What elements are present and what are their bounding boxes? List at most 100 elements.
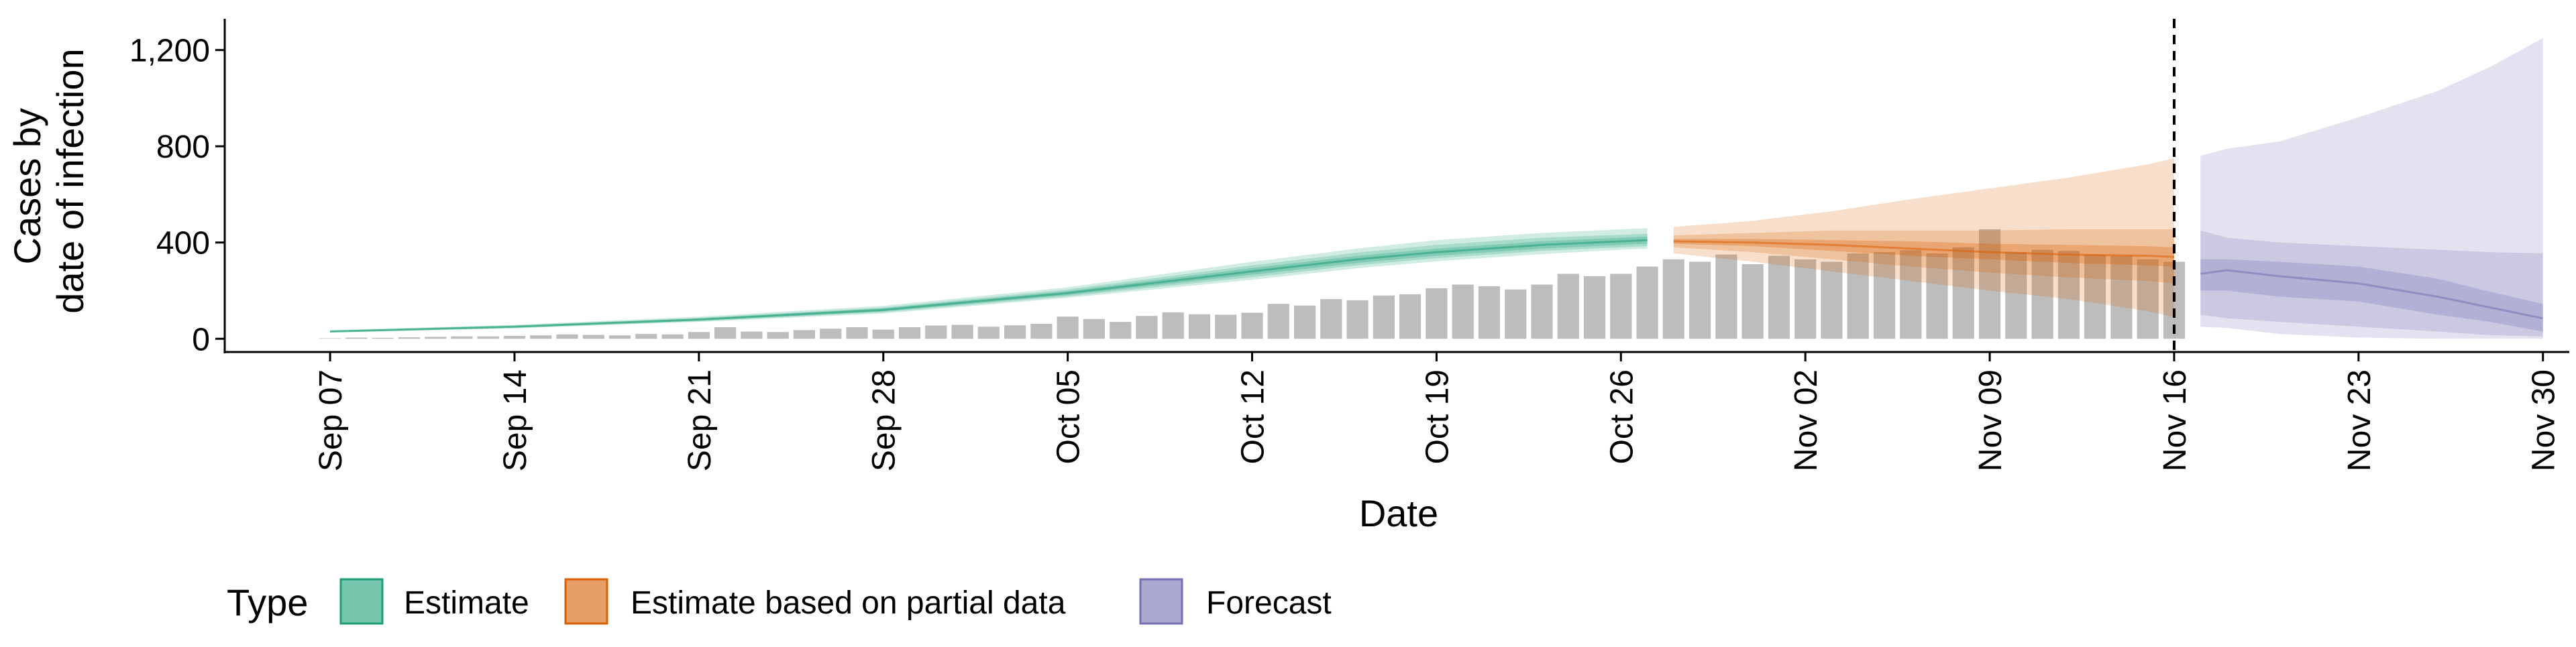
x-tick-label: Sep 21 (682, 369, 718, 471)
legend-key-forecast (1139, 578, 1183, 625)
legend-item-forecast: Forecast (1139, 578, 1332, 625)
reported-case-bar (2005, 252, 2027, 339)
reported-case-bar (1320, 299, 1342, 339)
reported-case-bar (1689, 261, 1711, 339)
series-2 (2200, 38, 2544, 339)
legend: Type Estimate Estimate based on partial … (227, 578, 1332, 625)
ribbon-outer (1673, 158, 2174, 317)
legend-key-estimate (339, 578, 384, 625)
x-tick-label: Oct 26 (1604, 369, 1640, 464)
reported-case-bar (1926, 253, 1948, 339)
reported-cases-bars (319, 229, 2186, 339)
reported-case-bar (1399, 294, 1421, 339)
reported-case-bar (2110, 255, 2133, 339)
median-line (1673, 240, 2175, 258)
ribbon-inner (1673, 239, 2174, 267)
reported-case-bar (503, 336, 526, 339)
axes: 0 400 800 1,200 Sep 07 Sep 14 Sep 21 Sep 28 Oct … (129, 19, 2569, 471)
reported-case-bar (767, 332, 789, 339)
ribbon-inner (330, 236, 1648, 333)
reported-case-bar (977, 327, 1000, 339)
reported-case-bar (951, 325, 973, 339)
ribbon-mid (330, 233, 1648, 333)
reported-case-bar (1110, 322, 1132, 339)
reported-case-bar (872, 329, 894, 339)
reported-case-bar (1346, 300, 1368, 339)
reported-case-bar (1162, 312, 1184, 339)
reported-case-bar (1741, 264, 1764, 339)
reported-case-bar (372, 337, 394, 339)
legend-item-partial: Estimate based on partial data (564, 578, 1066, 625)
reported-case-bar (1294, 305, 1316, 339)
reported-case-bar (1426, 288, 1448, 339)
ribbon-outer (2200, 38, 2543, 339)
reported-case-bar (1821, 261, 1843, 339)
x-tick-label: Nov 16 (2157, 369, 2193, 471)
reported-case-bar (2057, 251, 2080, 339)
ribbon-outer (330, 228, 1648, 333)
reported-case-bar (2084, 254, 2106, 339)
y-axis-title: Cases by date of infection (6, 48, 91, 313)
legend-key-partial (564, 578, 608, 625)
reported-case-bar (846, 327, 868, 339)
reported-case-bar (2137, 259, 2159, 339)
series-1 (1673, 158, 2175, 317)
x-tick-label: Sep 14 (498, 369, 533, 471)
x-tick-label: Oct 12 (1236, 369, 1271, 464)
reported-case-bar (1715, 254, 1737, 339)
reported-case-bar (1583, 276, 1606, 339)
reported-case-bar (530, 335, 552, 339)
reported-case-bar (345, 337, 368, 339)
reported-case-bar (688, 332, 710, 339)
reported-case-bar (1373, 295, 1395, 339)
x-axis-title: Date (1359, 492, 1438, 534)
reported-case-bar (1083, 318, 1105, 339)
reported-case-bar (1952, 247, 1974, 339)
median-line (2200, 269, 2544, 320)
reported-case-bar (1636, 266, 1658, 339)
ribbons (330, 38, 2544, 339)
x-tick-label: Nov 30 (2526, 369, 2562, 471)
reported-case-bar (820, 329, 842, 339)
x-tick-label: Nov 02 (1788, 369, 1824, 471)
reported-case-bar (1531, 284, 1553, 339)
y-tick-label: 0 (192, 322, 210, 357)
reported-case-bar (1136, 316, 1158, 339)
y-tick-label: 800 (156, 129, 210, 165)
reported-case-bar (1979, 229, 2001, 339)
y-axis-title-line-1: Cases by (6, 108, 48, 264)
reported-case-bar (1241, 312, 1263, 339)
reported-case-bar (1505, 289, 1527, 339)
legend-label-estimate: Estimate (404, 585, 529, 621)
x-tick-label: Oct 05 (1051, 369, 1087, 464)
reported-case-bar (1004, 325, 1026, 339)
reported-case-bar (661, 334, 684, 339)
reported-case-bar (635, 334, 657, 339)
reported-case-bar (1610, 274, 1632, 339)
y-tick-label: 400 (156, 226, 210, 261)
reported-case-bar (898, 327, 921, 339)
reported-case-bar (398, 337, 420, 339)
reported-case-bar (714, 327, 737, 339)
y-tick-label: 1,200 (129, 34, 210, 69)
reported-case-bar (1030, 324, 1053, 339)
reported-case-bar (1215, 314, 1237, 339)
reported-case-bar (1478, 286, 1500, 339)
reported-case-bar (477, 336, 499, 339)
x-tick-label: Sep 07 (313, 369, 349, 471)
y-axis-title-line-2: date of infection (49, 48, 91, 313)
reported-case-bar (1057, 316, 1079, 339)
reported-case-bar (793, 330, 815, 339)
ribbon-mid (2200, 230, 2543, 337)
legend-label-forecast: Forecast (1206, 585, 1332, 621)
x-tick-label: Nov 23 (2342, 369, 2377, 471)
reported-case-bar (425, 337, 447, 339)
reported-case-bar (1557, 274, 1579, 339)
reported-case-bar (1847, 253, 1869, 339)
reported-case-bar (1188, 314, 1211, 339)
reported-case-bar (2031, 249, 2053, 339)
reported-case-bar (925, 325, 947, 339)
legend-title: Type (227, 581, 308, 624)
